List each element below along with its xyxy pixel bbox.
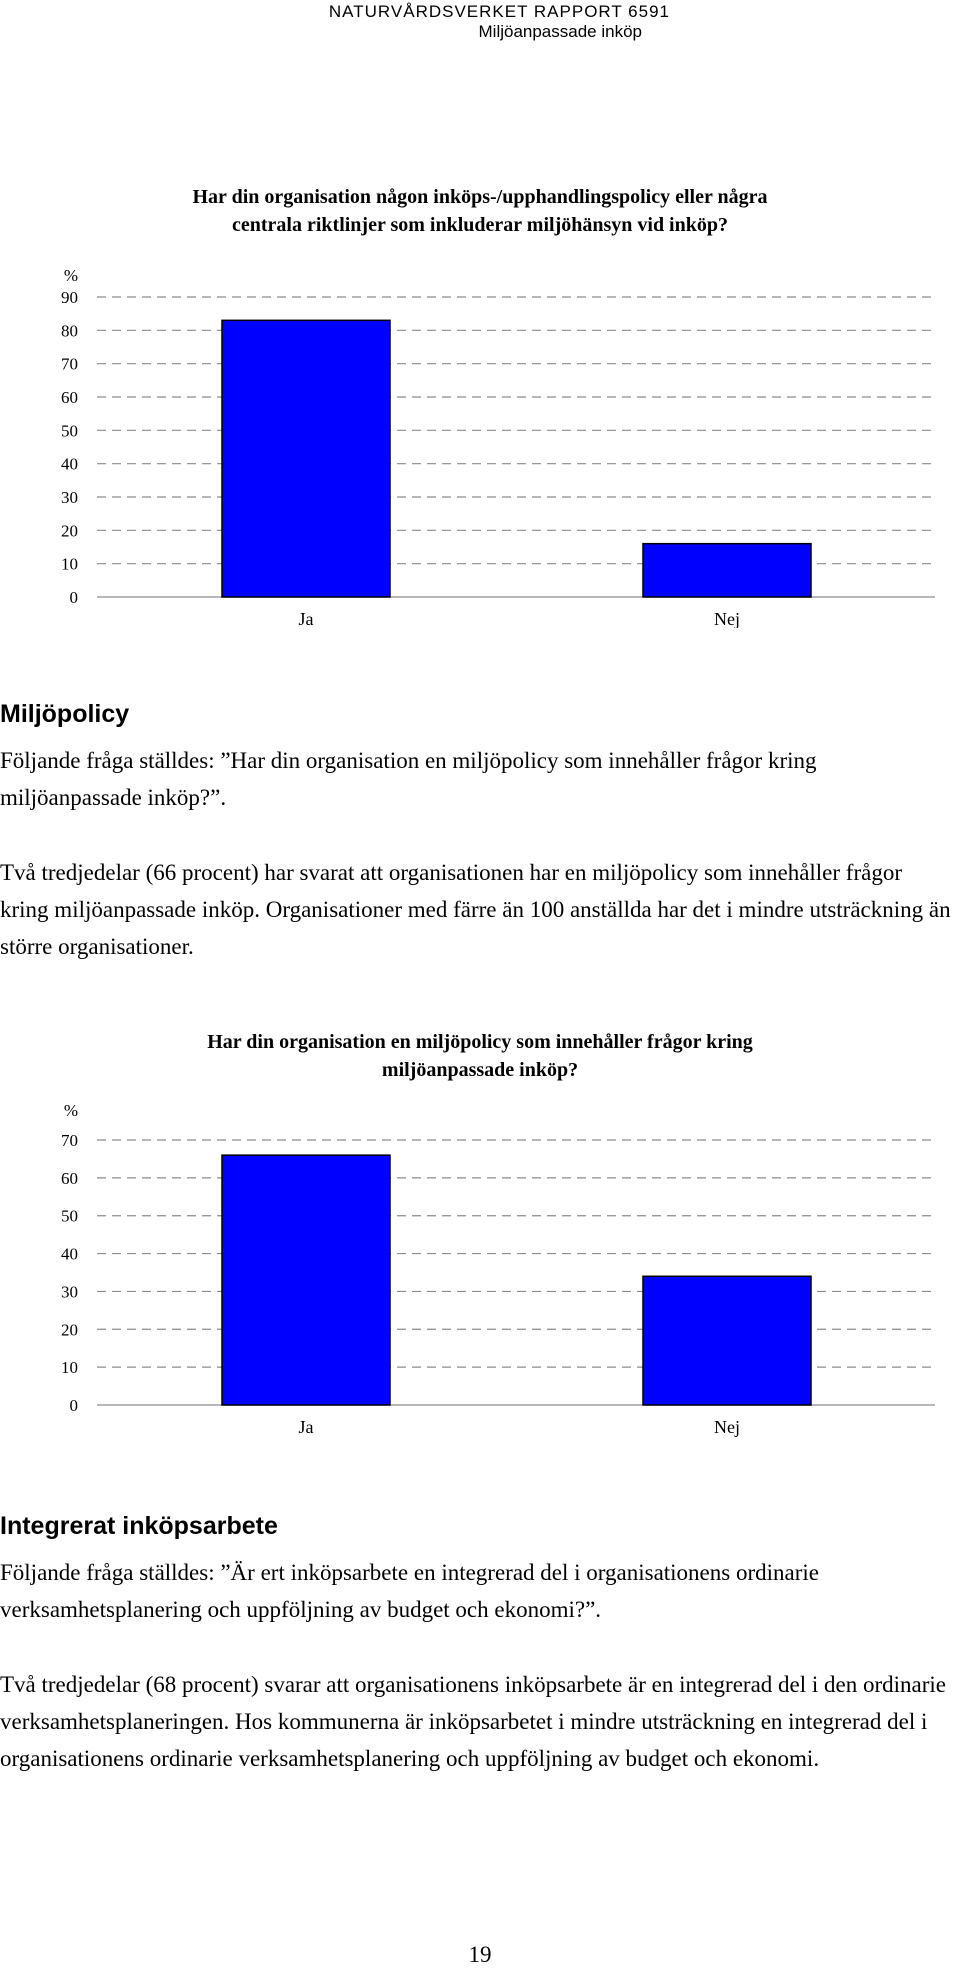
chart2-title-line2: miljöanpassade inköp? [381,1059,579,1081]
chart1-title-line1: Har din organisation någon inköps-/uppha… [192,186,768,208]
chart1-ytick-label: 40 [61,455,78,474]
chart2-title: Har din organisation en miljöpolicy som … [120,1028,840,1084]
chart2-ylabel: % [64,1101,78,1120]
chart2-ytick-label: 70 [61,1131,78,1150]
chart1-ytick-label: 10 [61,555,78,574]
chart2-ytick-label: 50 [61,1207,78,1226]
chart2-ytick-label: 0 [70,1396,79,1415]
section-heading-integrerat: Integrerat inköpsarbete [0,1512,278,1540]
chart1-ylabel: % [64,266,78,285]
chart2-category-label: Nej [714,1417,740,1437]
chart1-category-label: Ja [299,609,314,628]
chart2-bar-nej [642,1275,812,1406]
chart1-ytick-label: 60 [61,388,78,407]
section2-question-paragraph: Följande fråga ställdes: ”Är ert inköpsa… [0,1560,819,1622]
report-header: NATURVÅRDSVERKET RAPPORT 6591 [328,2,670,21]
chart1-ytick-label: 70 [61,355,78,374]
chart1-ytick-label: 80 [61,321,78,340]
chart2-category-label: Ja [299,1417,314,1437]
chart2-ytick-label: 10 [61,1358,78,1377]
chart1-ytick-label: 0 [70,588,79,607]
chart-2-svg: % 0 10 20 30 40 50 60 70 Ja Nej [61,1101,935,1437]
chart1-bar-nej [642,542,812,598]
chart2-bar-ja [221,1154,391,1406]
chart1-title: Har din organisation någon inköps-/uppha… [120,183,840,239]
chart1-bar-ja [221,319,391,598]
section1-result-paragraph: Två tredjedelar (66 procent) har svarat … [0,860,951,959]
chart2-ytick-label: 60 [61,1169,78,1188]
chart1-ytick-label: 20 [61,521,78,540]
chart2-title-line1: Har din organisation en miljöpolicy som … [207,1031,753,1053]
chart2-ytick-label: 40 [61,1245,78,1264]
chart-1-svg: % 0 10 20 30 40 50 60 70 80 90 Ja Nej [61,266,935,628]
section2-result-paragraph: Två tredjedelar (68 procent) svarar att … [0,1672,947,1771]
chart1-ytick-label: 90 [61,288,78,307]
page-number: 19 [468,1942,492,1967]
chart2-ytick-label: 20 [61,1320,78,1339]
chart1-category-label: Nej [714,609,740,628]
chart1-title-line2: centrala riktlinjer som inkluderar miljö… [232,214,728,236]
chart1-ytick-label: 30 [61,488,78,507]
chart1-ytick-label: 50 [61,421,78,440]
section-heading-miljopolicy: Miljöpolicy [0,700,130,728]
section1-question-paragraph: Följande fråga ställdes: ”Har din organi… [0,748,817,810]
report-subtitle: Miljöanpassade inköp [478,22,643,41]
chart2-ytick-label: 30 [61,1282,78,1301]
